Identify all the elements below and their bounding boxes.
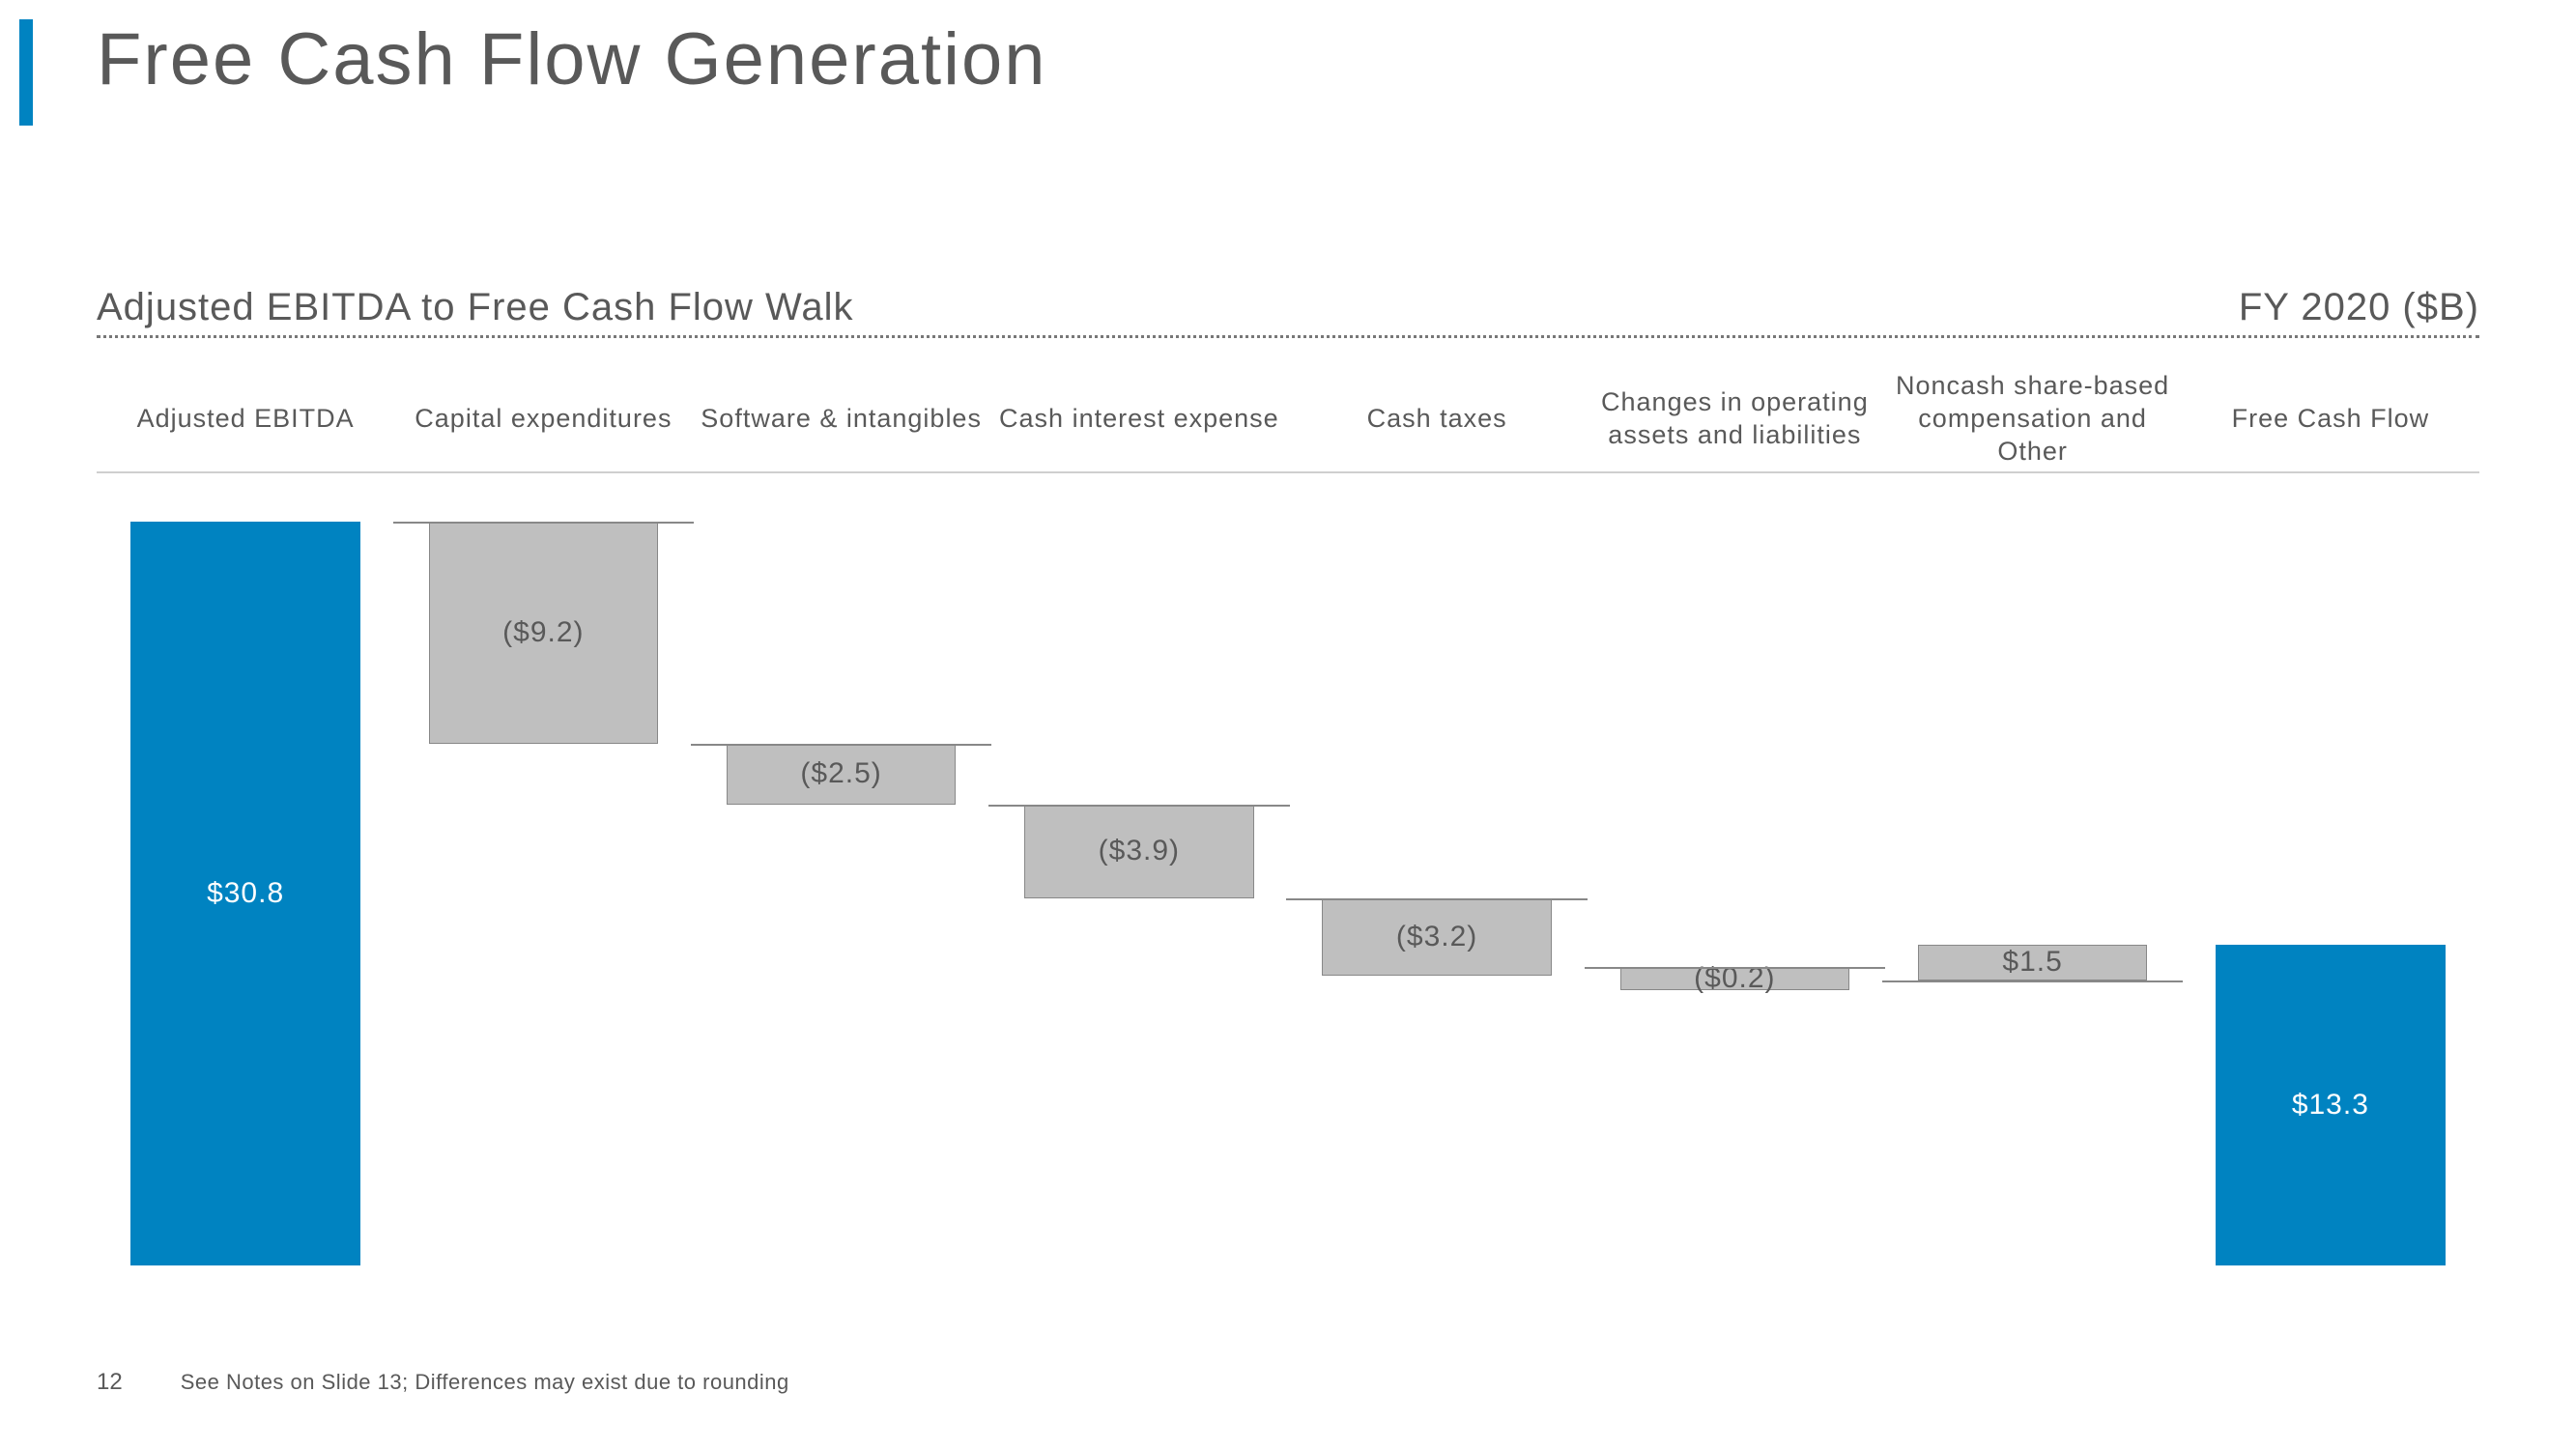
waterfall-bridge-bar: ($3.9) [1024, 805, 1253, 899]
category-label: Adjusted EBITDA [97, 367, 394, 471]
waterfall-bridge-bar: $1.5 [1918, 945, 2147, 981]
category-label: Free Cash Flow [2182, 367, 2479, 471]
footnote: See Notes on Slide 13; Differences may e… [181, 1370, 789, 1395]
waterfall-connector [393, 522, 694, 524]
accent-bar [19, 19, 33, 126]
waterfall-connector [1882, 980, 2183, 982]
category-label: Cash interest expense [990, 367, 1288, 471]
subheader-row: Adjusted EBITDA to Free Cash Flow Walk F… [97, 270, 2479, 338]
waterfall-chart: $30.8 ($9.2) ($2.5) ($3.9) ($3.2) ($0.2) $1.5 $… [97, 473, 2479, 1275]
waterfall-connector [691, 744, 991, 746]
category-label: Changes in operating assets and liabilit… [1586, 367, 1883, 471]
waterfall-end-bar: $13.3 [2216, 945, 2445, 1266]
waterfall-bridge-bar: ($3.2) [1322, 898, 1551, 976]
category-label: Cash taxes [1288, 367, 1586, 471]
waterfall-bridge-bar: ($2.5) [727, 744, 956, 805]
waterfall-bridge-bar: ($0.2) [1620, 967, 1849, 990]
category-label: Software & intangibles [693, 367, 990, 471]
waterfall-bridge-bar: ($9.2) [429, 522, 658, 744]
page-number: 12 [97, 1369, 123, 1396]
subheader-left: Adjusted EBITDA to Free Cash Flow Walk [97, 286, 853, 329]
page-title: Free Cash Flow Generation [97, 17, 1047, 101]
footer: 12 See Notes on Slide 13; Differences ma… [97, 1369, 789, 1396]
waterfall-connector [1585, 967, 1885, 969]
waterfall-connector [988, 805, 1289, 807]
waterfall-end-bar: $30.8 [130, 522, 359, 1265]
waterfall-connector [1286, 898, 1587, 900]
category-header-row: Adjusted EBITDACapital expendituresSoftw… [97, 367, 2479, 473]
category-label: Capital expenditures [394, 367, 692, 471]
subheader-right: FY 2020 ($B) [2239, 286, 2479, 329]
category-label: Noncash share-based compensation and Oth… [1884, 367, 2182, 471]
